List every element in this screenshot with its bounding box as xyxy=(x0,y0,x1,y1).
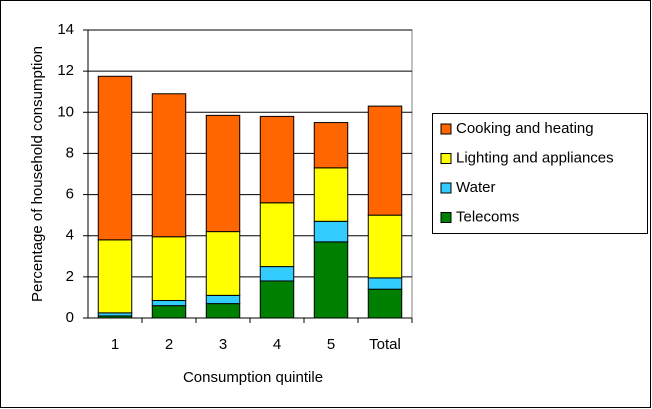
bar-segment xyxy=(151,236,187,302)
bar-segment xyxy=(151,305,187,319)
x-tick-label: 2 xyxy=(165,336,173,353)
x-tick-label: 5 xyxy=(327,336,335,353)
legend-swatch xyxy=(440,123,452,135)
x-tick-label: Total xyxy=(369,336,401,353)
y-tick-label: 6 xyxy=(66,186,74,203)
bar-segment xyxy=(367,277,403,290)
bar-segment xyxy=(97,239,133,314)
y-tick-label: 10 xyxy=(57,103,74,120)
bar-segment xyxy=(313,122,349,169)
legend-label: Lighting and appliances xyxy=(456,149,614,166)
y-tick-label: 0 xyxy=(66,309,74,326)
bar-segment xyxy=(259,115,295,204)
plot-area xyxy=(87,29,413,319)
legend-box xyxy=(432,113,648,234)
bar-segment xyxy=(205,231,241,296)
x-tick-label: 3 xyxy=(219,336,227,353)
y-tick-label: 12 xyxy=(57,62,74,79)
bar-segment xyxy=(313,241,349,319)
legend-swatch xyxy=(440,212,452,223)
bar-segment xyxy=(259,202,295,268)
x-axis-title: Consumption quintile xyxy=(183,369,323,386)
bar-segment xyxy=(151,300,187,307)
bar-segment xyxy=(313,220,349,243)
bar-segment xyxy=(97,75,133,241)
y-tick-label: 2 xyxy=(66,268,74,285)
bar-segment xyxy=(205,294,241,305)
bar-segment xyxy=(259,280,295,319)
y-tick-label: 8 xyxy=(66,144,74,161)
y-axis-title: Percentage of household consumption xyxy=(29,46,46,302)
y-tick-label: 4 xyxy=(66,227,74,244)
bar-segment xyxy=(205,114,241,233)
legend-swatch xyxy=(440,153,452,164)
x-tick-label: 1 xyxy=(111,336,119,353)
bar-segment xyxy=(367,214,403,279)
legend-swatch xyxy=(440,182,452,194)
y-tick-label: 14 xyxy=(57,21,74,38)
bar-segment xyxy=(367,105,403,216)
bar-segment xyxy=(151,93,187,238)
bar-segment xyxy=(205,303,241,319)
legend-label: Water xyxy=(456,179,495,196)
legend-label: Cooking and heating xyxy=(456,120,594,137)
x-tick-label: 4 xyxy=(273,336,281,353)
bar-segment xyxy=(367,288,403,319)
legend-label: Telecoms xyxy=(456,208,519,225)
bar-segment xyxy=(313,167,349,222)
bar-segment xyxy=(259,266,295,282)
